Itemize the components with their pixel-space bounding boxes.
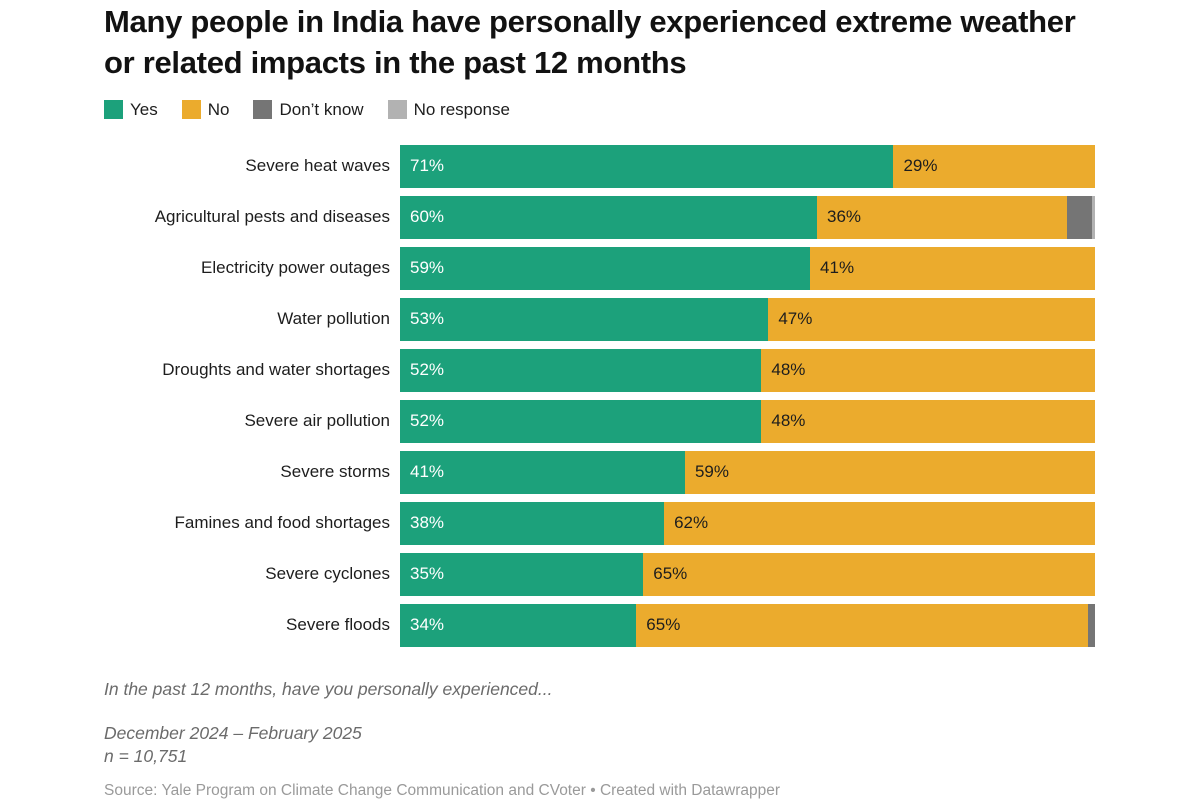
chart-row: Severe cyclones 35% 65%	[104, 552, 1095, 596]
bar-segment-no: 48%	[761, 348, 1095, 392]
bar-segment-no: 47%	[768, 297, 1095, 341]
bar-segment-don-t-know	[1067, 195, 1092, 239]
chart-row: Agricultural pests and diseases 60% 36%	[104, 195, 1095, 239]
value-label: 36%	[827, 207, 862, 227]
bar-track: 35% 65%	[400, 552, 1095, 596]
bar-segment-don-t-know	[1088, 603, 1095, 647]
value-label: 34%	[410, 615, 445, 635]
bar-segment-no: 65%	[643, 552, 1095, 596]
value-label: 41%	[410, 462, 445, 482]
bar-segment-yes: 35%	[400, 552, 644, 596]
value-label: 65%	[646, 615, 681, 635]
bar-segment-no: 36%	[817, 195, 1068, 239]
legend-item: Yes	[104, 100, 158, 120]
value-label: 60%	[410, 207, 445, 227]
legend-swatch-no-response	[387, 100, 407, 120]
value-label: 48%	[771, 360, 806, 380]
value-label: 52%	[410, 360, 445, 380]
value-label: 62%	[674, 513, 709, 533]
value-label: 65%	[653, 564, 688, 584]
chart-row: Famines and food shortages 38% 62%	[104, 501, 1095, 545]
legend: Yes No Don’t know No response	[104, 100, 1095, 120]
note-question: In the past 12 months, have you personal…	[104, 678, 553, 699]
bar-segment-no: 48%	[761, 399, 1095, 443]
bar-track: 52% 48%	[400, 348, 1095, 392]
bar-track: 38% 62%	[400, 501, 1095, 545]
legend-swatch-don-t-know	[253, 100, 273, 120]
page-title: Many people in India have personally exp…	[104, 4, 1076, 80]
chart-row: Severe storms 41% 59%	[104, 450, 1095, 494]
legend-label: Yes	[130, 99, 158, 119]
stacked-bar-chart: Severe heat waves 71% 29% Agricultural pest…	[104, 144, 1095, 647]
category-label: Severe heat waves	[245, 156, 390, 176]
category-label: Severe floods	[286, 615, 390, 635]
legend-item: No response	[387, 99, 510, 120]
bar-segment-no: 62%	[664, 501, 1095, 545]
category-label: Agricultural pests and diseases	[154, 207, 390, 227]
value-label: 35%	[410, 564, 445, 584]
legend-swatch-no	[181, 100, 201, 120]
bar-segment-yes: 59%	[400, 246, 811, 290]
bar-segment-yes: 34%	[400, 603, 637, 647]
value-label: 47%	[778, 309, 813, 329]
value-label: 53%	[410, 309, 445, 329]
value-label: 59%	[410, 258, 445, 278]
note-sample-size: n = 10,751	[104, 746, 188, 767]
bar-segment-no: 65%	[636, 603, 1089, 647]
value-label: 29%	[903, 156, 938, 176]
note-dates: December 2024 – February 2025 n = 10,751	[104, 722, 1095, 769]
category-label: Severe air pollution	[244, 411, 390, 431]
legend-label: Don’t know	[279, 99, 364, 119]
category-label: Severe cyclones	[265, 564, 390, 584]
bar-segment-yes: 38%	[400, 501, 665, 545]
note-date-range: December 2024 – February 2025	[104, 722, 362, 743]
value-label: 52%	[410, 411, 445, 431]
bar-segment-no-response	[1091, 195, 1095, 239]
legend-item: Don’t know	[253, 99, 364, 120]
chart-row: Severe heat waves 71% 29%	[104, 144, 1095, 188]
value-label: 59%	[694, 462, 729, 482]
value-label: 38%	[410, 513, 445, 533]
value-label: 41%	[820, 258, 855, 278]
bar-segment-yes: 41%	[400, 450, 685, 494]
category-label: Severe storms	[280, 462, 390, 482]
legend-label: No	[207, 99, 230, 119]
source-line: Source: Yale Program on Climate Change C…	[104, 782, 780, 800]
bar-track: 41% 59%	[400, 450, 1095, 494]
legend-item: No	[181, 99, 230, 120]
value-label: 48%	[771, 411, 806, 431]
legend-label: No response	[413, 99, 510, 119]
bar-track: 52% 48%	[400, 399, 1095, 443]
legend-swatch-yes	[104, 100, 123, 120]
chart-row: Droughts and water shortages 52% 48%	[104, 348, 1095, 392]
bar-track: 53% 47%	[400, 297, 1095, 341]
bar-segment-yes: 60%	[400, 195, 817, 239]
category-label: Electricity power outages	[201, 258, 390, 278]
bar-track: 71% 29%	[400, 144, 1095, 188]
chart-row: Electricity power outages 59% 41%	[104, 246, 1095, 290]
bar-track: 59% 41%	[400, 246, 1095, 290]
bar-segment-yes: 52%	[400, 399, 762, 443]
category-label: Water pollution	[277, 309, 390, 329]
category-label: Famines and food shortages	[174, 513, 390, 533]
bar-segment-no: 59%	[684, 450, 1095, 494]
chart-row: Severe air pollution 52% 48%	[104, 399, 1095, 443]
chart-row: Water pollution 53% 47%	[104, 297, 1095, 341]
bar-track: 34% 65%	[400, 603, 1095, 647]
value-label: 71%	[410, 156, 445, 176]
bar-segment-yes: 52%	[400, 348, 762, 392]
chart-row: Severe floods 34% 65%	[104, 603, 1095, 647]
category-label: Droughts and water shortages	[162, 360, 390, 380]
bar-segment-no: 41%	[810, 246, 1095, 290]
bar-segment-yes: 71%	[400, 144, 894, 188]
bar-segment-no: 29%	[893, 144, 1095, 188]
bar-track: 60% 36%	[400, 195, 1095, 239]
bar-segment-yes: 53%	[400, 297, 769, 341]
